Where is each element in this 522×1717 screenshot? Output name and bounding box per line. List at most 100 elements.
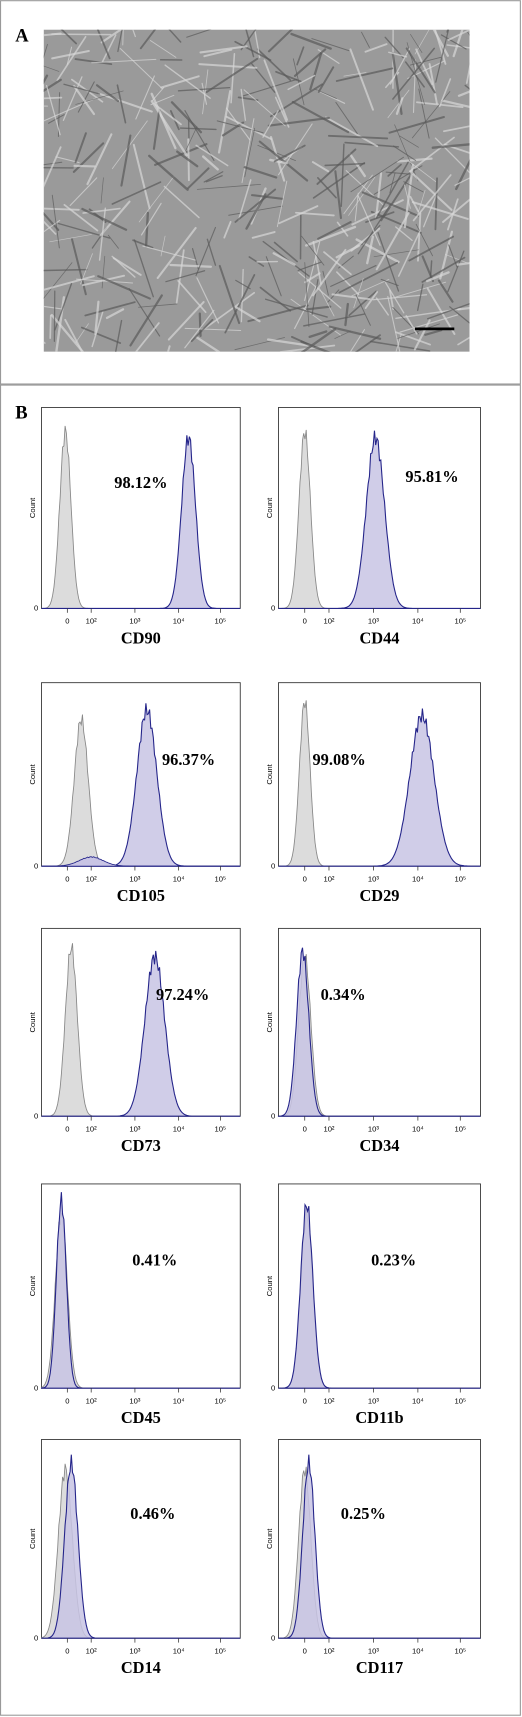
- cell: [395, 331, 431, 346]
- cell: [361, 31, 370, 48]
- x-tick-label: 10⁴: [412, 617, 424, 626]
- y-axis-label: Count: [265, 1275, 274, 1296]
- cell: [122, 29, 124, 46]
- y-tick-label: 0: [34, 1383, 38, 1392]
- cell: [243, 89, 286, 127]
- cell: [267, 18, 303, 29]
- cell: [412, 59, 417, 113]
- cell: [434, 177, 438, 231]
- cell: [269, 83, 324, 118]
- cell: [86, 133, 113, 186]
- control-histogram: [41, 425, 241, 609]
- cell: [323, 251, 352, 276]
- cell: [464, 84, 470, 90]
- percent-label: 0.46%: [130, 1504, 175, 1523]
- cell: [411, 201, 469, 220]
- cell: [384, 36, 404, 59]
- x-tick-label: 0: [65, 1396, 69, 1405]
- x-tick-label: 10²: [86, 874, 97, 883]
- cell: [338, 261, 399, 294]
- y-axis-label: Count: [265, 1011, 274, 1032]
- cell: [51, 49, 90, 60]
- marker-histogram: [278, 1454, 481, 1639]
- cell: [81, 207, 128, 231]
- cell: [138, 176, 175, 223]
- cell: [349, 329, 366, 352]
- cell: [392, 145, 417, 162]
- cell: [223, 220, 232, 239]
- cell: [415, 223, 433, 257]
- cell: [152, 109, 161, 150]
- cell: [308, 330, 328, 339]
- panel-label: A: [15, 26, 29, 47]
- marker-histogram: [278, 1202, 481, 1389]
- cell: [454, 177, 470, 186]
- cell: [240, 268, 244, 323]
- cell: [324, 162, 366, 167]
- y-tick-label: 0: [271, 604, 275, 613]
- x-tick-label: 10⁵: [454, 874, 466, 883]
- cell: [327, 289, 340, 303]
- cell: [316, 148, 357, 185]
- cell: [75, 323, 89, 343]
- cell: [278, 205, 319, 225]
- cell: [343, 174, 373, 215]
- cell: [80, 253, 93, 285]
- x-tick-label: 10²: [86, 1647, 97, 1656]
- cell: [300, 340, 331, 352]
- x-tick-label: 10³: [368, 1396, 379, 1405]
- cell: [457, 90, 470, 97]
- cell: [353, 278, 364, 309]
- cell: [290, 298, 342, 336]
- percent-label: 0.23%: [371, 1251, 416, 1270]
- cell: [43, 65, 60, 72]
- cell: [266, 338, 314, 348]
- cell: [177, 86, 231, 92]
- cell: [69, 177, 98, 207]
- cell: [97, 275, 151, 300]
- y-axis-label: Count: [265, 1528, 274, 1549]
- x-tick-label: 10²: [86, 1396, 97, 1405]
- cell: [237, 179, 252, 221]
- cell: [377, 231, 400, 292]
- cell: [303, 313, 366, 327]
- cell: [384, 282, 405, 314]
- cell: [107, 234, 119, 249]
- cell: [51, 33, 112, 36]
- cell: [424, 329, 443, 336]
- x-tick-label: 10²: [323, 617, 334, 626]
- cell: [322, 270, 329, 296]
- cell: [132, 143, 151, 210]
- cell: [388, 51, 408, 58]
- cell: [350, 156, 404, 193]
- cell: [95, 84, 120, 103]
- x-tick-label: 10⁵: [454, 1396, 466, 1405]
- y-axis-label: Count: [28, 763, 37, 784]
- cell: [440, 34, 467, 50]
- cell: [442, 198, 470, 223]
- x-tick-label: 10⁴: [412, 1125, 424, 1134]
- cell: [291, 100, 350, 134]
- marker-label: CD45: [121, 1408, 161, 1427]
- cell: [375, 172, 383, 220]
- cell: [387, 163, 402, 177]
- cell: [304, 241, 321, 301]
- percent-label: 96.37%: [162, 750, 215, 769]
- cell: [304, 262, 310, 328]
- cell: [235, 279, 251, 290]
- cell: [370, 340, 431, 352]
- cell: [385, 171, 411, 175]
- x-tick-label: 0: [65, 1125, 69, 1134]
- marker-histogram: [277, 947, 481, 1117]
- cell: [380, 168, 416, 222]
- cell: [235, 306, 261, 323]
- cell: [140, 202, 162, 236]
- cell: [254, 29, 261, 59]
- cell: [203, 48, 233, 58]
- cell: [105, 308, 125, 320]
- cell: [195, 336, 221, 352]
- cell: [165, 270, 206, 283]
- x-tick-label: 10⁵: [215, 1396, 227, 1405]
- marker-histogram: [41, 950, 241, 1117]
